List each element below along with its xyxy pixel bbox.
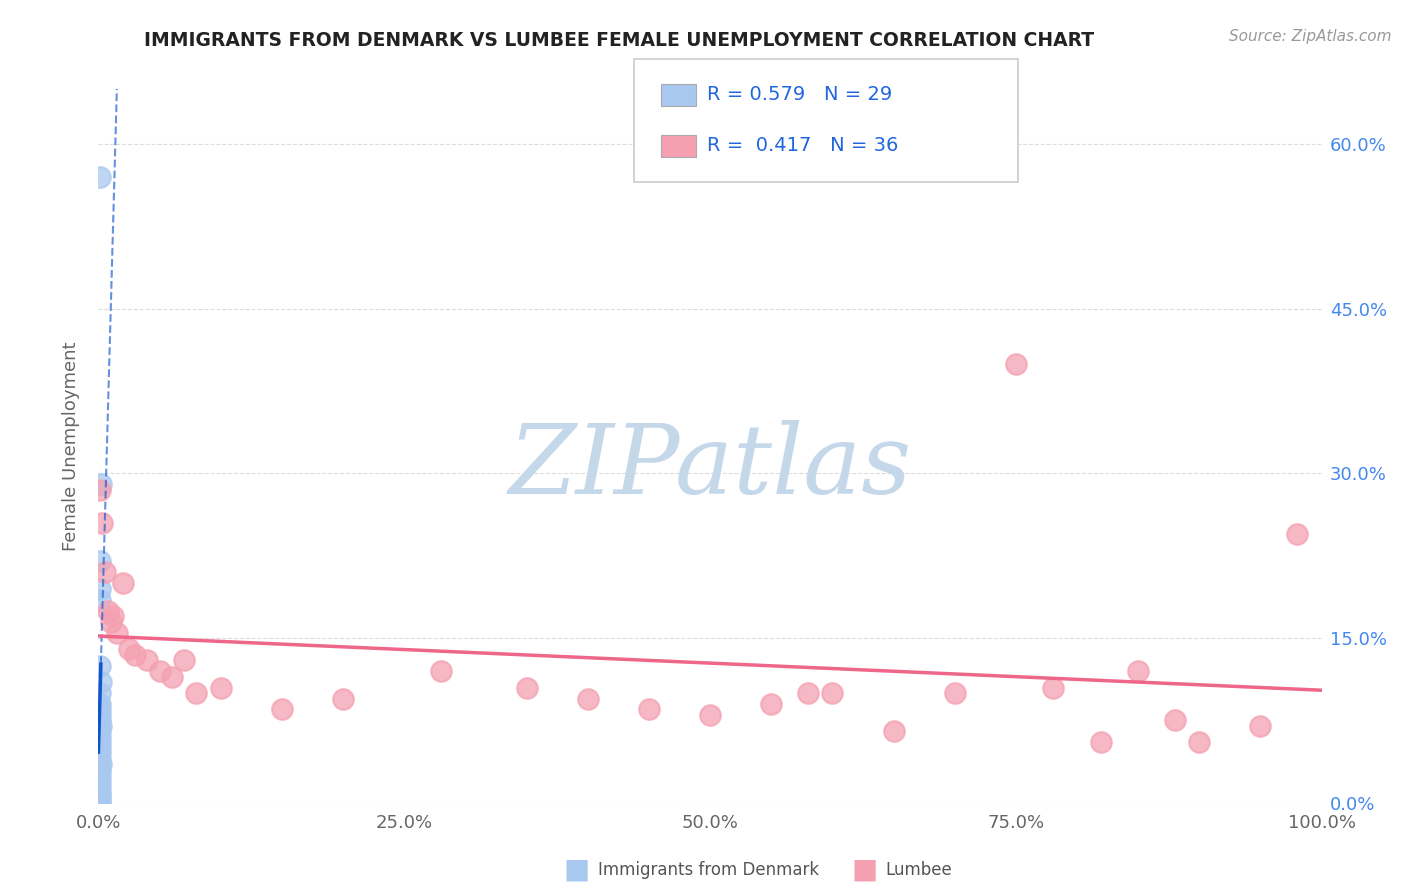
Point <box>89 794 111 808</box>
Point <box>160 669 183 683</box>
Text: Source: ZipAtlas.com: Source: ZipAtlas.com <box>1229 29 1392 44</box>
Point <box>1004 357 1026 371</box>
Point <box>149 664 172 678</box>
Point <box>638 702 661 716</box>
Point <box>883 724 905 739</box>
Text: R =  0.417   N = 36: R = 0.417 N = 36 <box>707 136 898 155</box>
Point <box>1249 719 1271 733</box>
Point <box>515 681 537 695</box>
Point <box>332 691 354 706</box>
Point <box>89 787 111 801</box>
Point <box>1164 714 1187 728</box>
Point <box>430 664 453 678</box>
Point <box>89 790 111 805</box>
Text: Immigrants from Denmark: Immigrants from Denmark <box>598 861 818 879</box>
Point <box>89 554 111 568</box>
Text: ZIPatlas: ZIPatlas <box>509 420 911 515</box>
Point <box>89 592 111 607</box>
Point <box>1286 526 1309 541</box>
Text: IMMIGRANTS FROM DENMARK VS LUMBEE FEMALE UNEMPLOYMENT CORRELATION CHART: IMMIGRANTS FROM DENMARK VS LUMBEE FEMALE… <box>143 31 1094 50</box>
Point <box>89 773 111 788</box>
Point <box>97 604 120 618</box>
Point <box>89 724 111 739</box>
Text: R = 0.579   N = 29: R = 0.579 N = 29 <box>707 86 893 104</box>
Point <box>100 615 122 629</box>
Point <box>173 653 195 667</box>
Point <box>186 686 208 700</box>
Text: ■: ■ <box>564 855 589 884</box>
Point <box>90 675 112 690</box>
Point <box>1042 681 1064 695</box>
Point <box>136 653 159 667</box>
Point <box>124 648 146 662</box>
Point <box>89 730 111 744</box>
Point <box>89 740 111 755</box>
Point <box>105 625 128 640</box>
Point <box>89 169 111 184</box>
Point <box>89 697 111 711</box>
Point <box>90 719 112 733</box>
Point <box>89 483 111 497</box>
Point <box>89 714 111 728</box>
Point <box>1090 735 1112 749</box>
Point <box>89 768 111 782</box>
Point <box>89 686 111 700</box>
Point <box>821 686 844 700</box>
Point <box>93 566 115 580</box>
Point <box>209 681 232 695</box>
Point <box>270 702 294 716</box>
Point <box>943 686 966 700</box>
Point <box>91 516 114 530</box>
Point <box>89 735 111 749</box>
Point <box>797 686 820 700</box>
Point <box>101 609 124 624</box>
Point <box>699 708 721 723</box>
Point <box>89 796 111 810</box>
Point <box>111 576 134 591</box>
Point <box>89 708 111 723</box>
Point <box>89 582 111 596</box>
Point <box>761 697 783 711</box>
Text: Lumbee: Lumbee <box>886 861 952 879</box>
Point <box>1188 735 1211 749</box>
Y-axis label: Female Unemployment: Female Unemployment <box>62 342 80 550</box>
Point <box>89 658 111 673</box>
Point <box>89 780 111 794</box>
Point <box>90 477 112 491</box>
Text: ■: ■ <box>852 855 877 884</box>
Point <box>576 691 599 706</box>
Point <box>89 752 111 766</box>
Point <box>89 747 111 761</box>
Point <box>89 785 111 799</box>
Point <box>89 763 111 777</box>
Point <box>89 702 111 716</box>
Point <box>90 757 112 772</box>
Point <box>1128 664 1150 678</box>
Point <box>118 642 141 657</box>
